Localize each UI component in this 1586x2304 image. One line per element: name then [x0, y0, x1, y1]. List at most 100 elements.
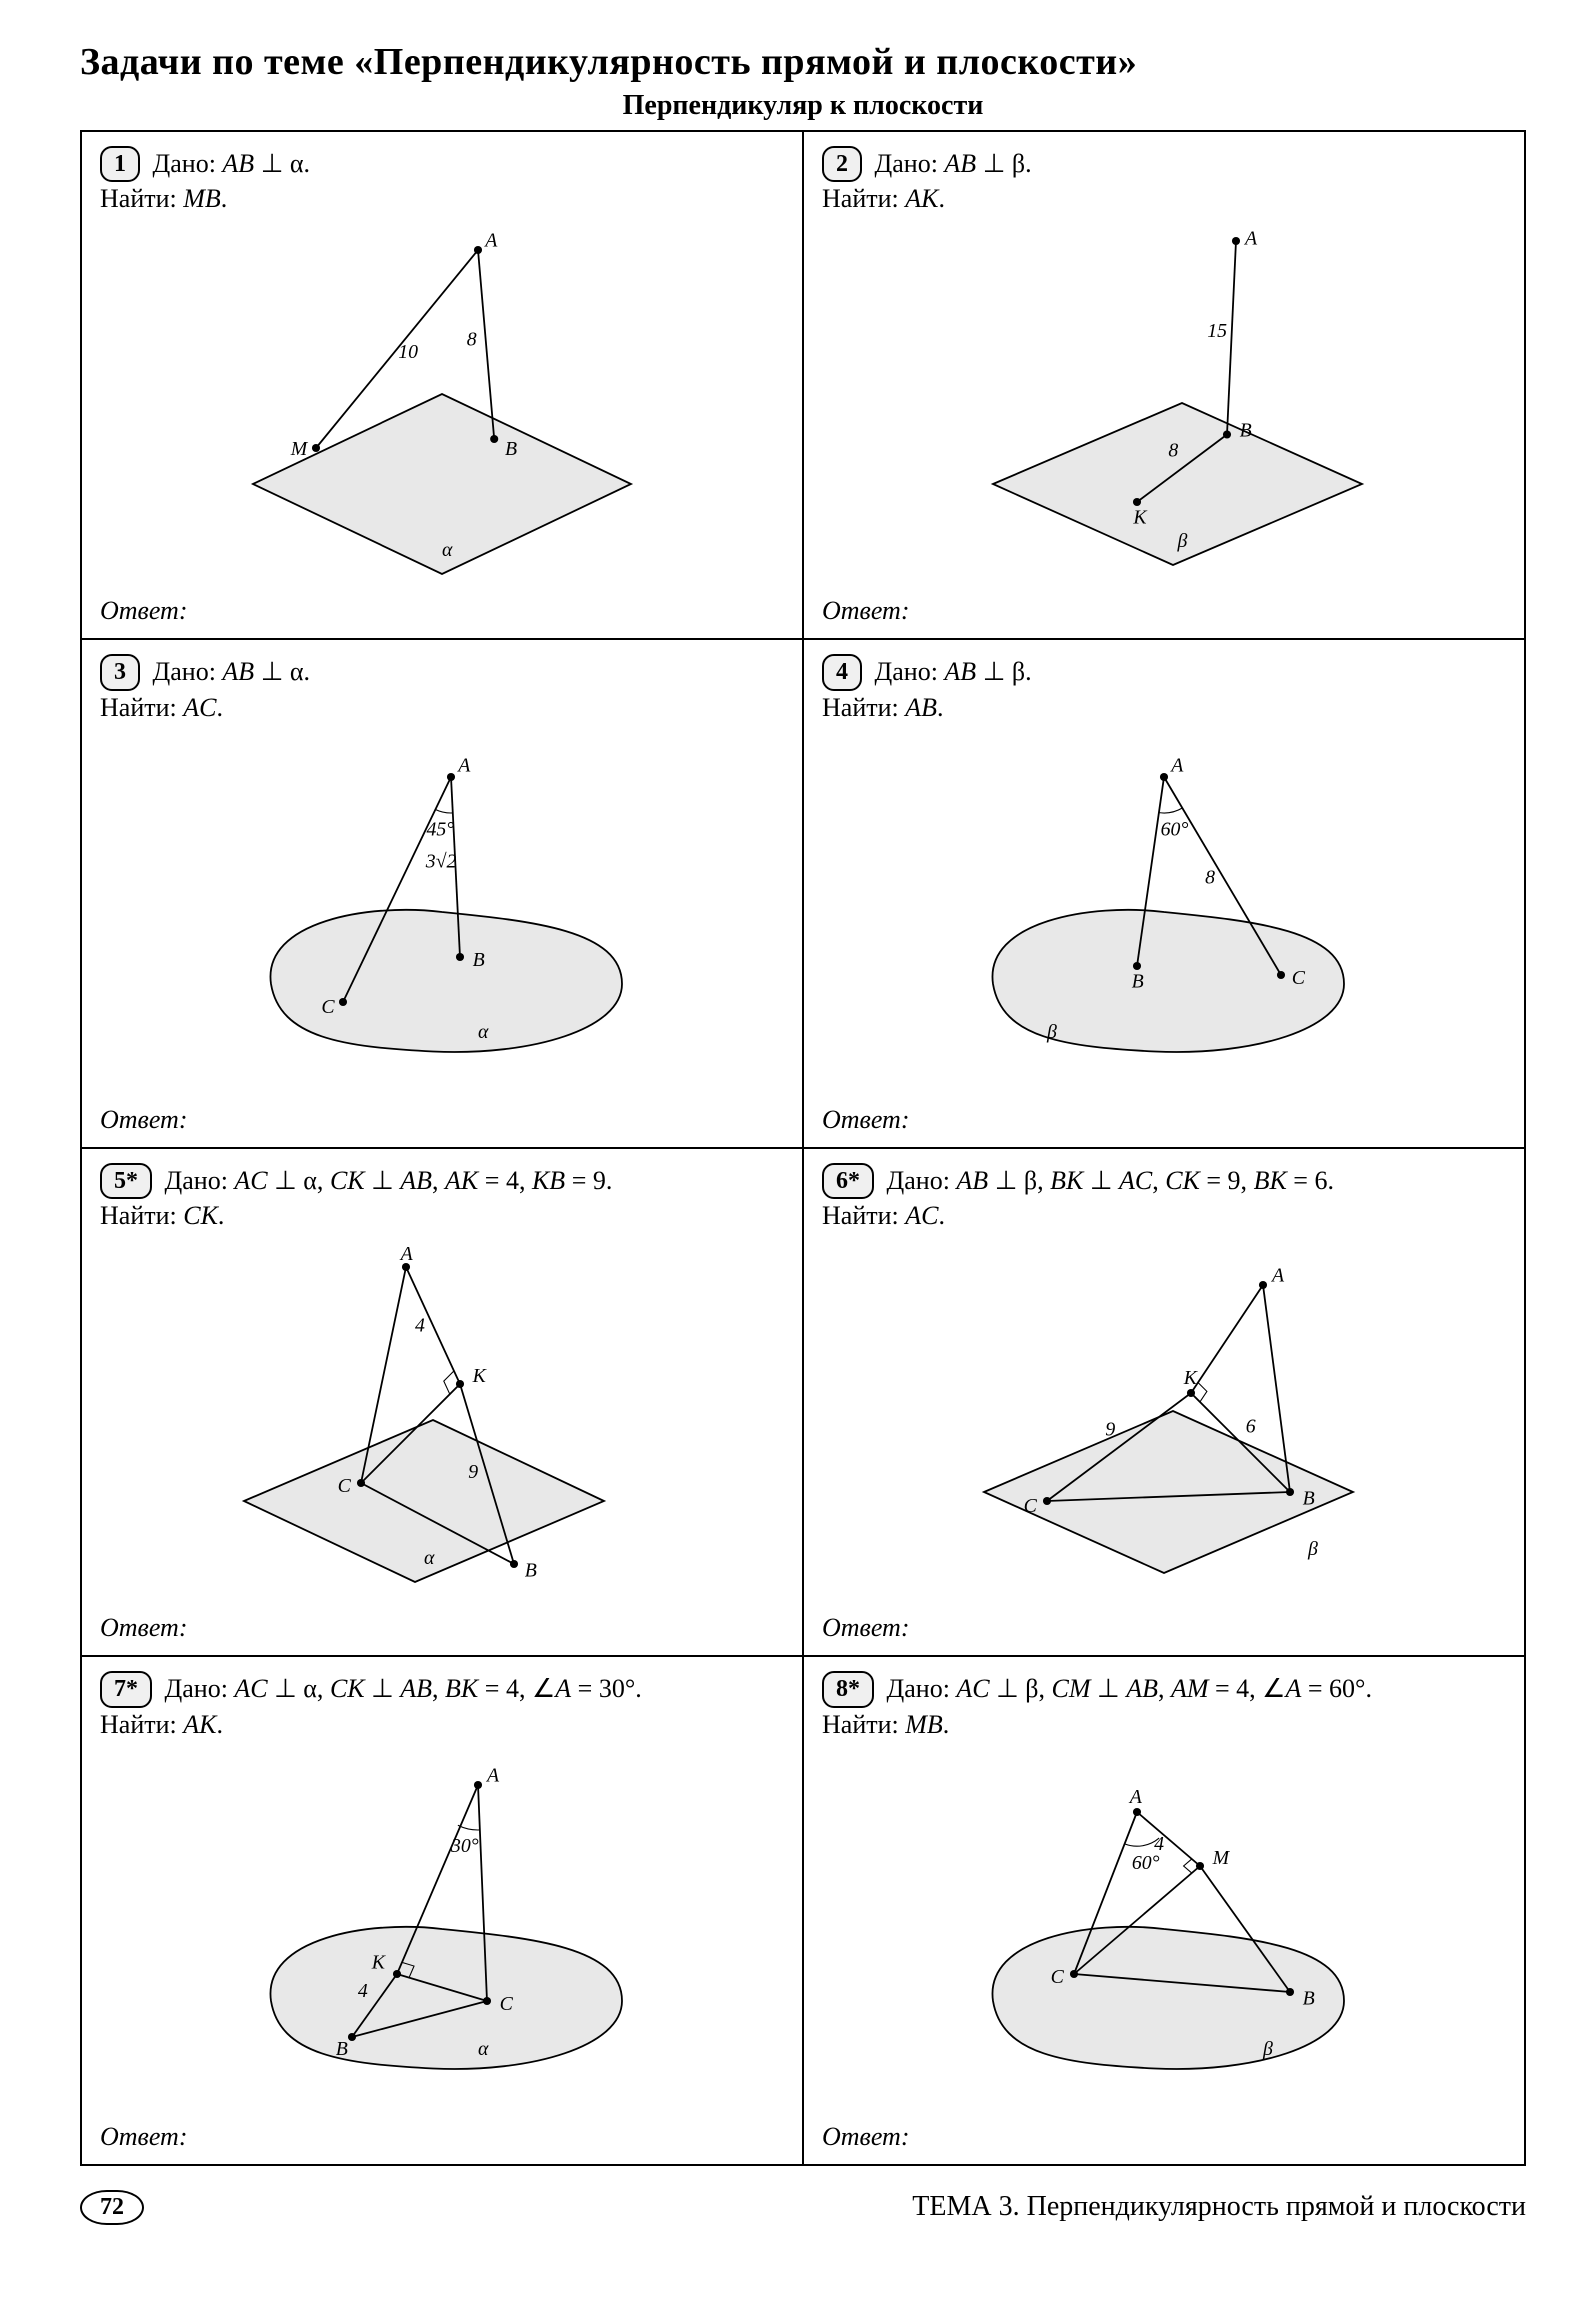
svg-text:6: 6: [1246, 1415, 1256, 1437]
task-cell: 4 Дано: AB ⊥ β. Найти: AB. β 8 60° A B C Отве…: [804, 640, 1526, 1148]
task-diagram: α430°AKCB: [100, 1740, 784, 2118]
task-find: Найти: MB.: [100, 184, 784, 214]
task-cell: 7* Дано: AC ⊥ α, CK ⊥ AB, BK = 4, ∠A = 3…: [82, 1657, 804, 2165]
task-given: 5* Дано: AC ⊥ α, CK ⊥ AB, AK = 4, KB = 9…: [100, 1163, 784, 1199]
svg-text:B: B: [1132, 970, 1144, 992]
svg-text:A: A: [483, 230, 498, 252]
svg-text:M: M: [290, 439, 309, 461]
task-diagram: β 9 6 A K B C: [822, 1231, 1506, 1609]
page-title: Задачи по теме «Перпендикулярность прямо…: [80, 40, 1526, 84]
svg-text:M: M: [1212, 1847, 1231, 1869]
task-given: 1 Дано: AB ⊥ α.: [100, 146, 784, 182]
page-subtitle: Перпендикуляр к плоскости: [80, 90, 1526, 122]
svg-text:α: α: [442, 539, 453, 561]
svg-text:B: B: [505, 439, 517, 461]
svg-text:60°: 60°: [1161, 818, 1189, 840]
task-answer-label: Ответ:: [822, 1613, 1506, 1643]
task-diagram: α 3√2 45° A B C: [100, 723, 784, 1101]
svg-text:B: B: [1303, 1488, 1315, 1510]
task-cell: 3 Дано: AB ⊥ α. Найти: AC. α 3√2 45° A B C От…: [82, 640, 804, 1148]
svg-text:C: C: [1051, 1966, 1065, 1988]
task-find: Найти: MB.: [822, 1710, 1506, 1740]
svg-text:8: 8: [1168, 440, 1178, 462]
svg-text:B: B: [473, 949, 485, 971]
svg-text:α: α: [478, 2038, 489, 2060]
task-number-badge: 8*: [822, 1671, 874, 1707]
svg-text:B: B: [1303, 1987, 1315, 2009]
task-number-badge: 6*: [822, 1163, 874, 1199]
task-find: Найти: AK.: [100, 1710, 784, 1740]
svg-text:K: K: [1132, 507, 1148, 529]
task-cell: 2 Дано: AB ⊥ β. Найти: AK. β 15 8 A B K Ответ…: [804, 132, 1526, 640]
task-answer-label: Ответ:: [100, 1613, 784, 1643]
svg-text:A: A: [399, 1243, 414, 1265]
svg-text:4: 4: [358, 1980, 368, 2002]
task-diagram: α 4 9 A K C B: [100, 1231, 784, 1609]
svg-text:30°: 30°: [450, 1835, 479, 1857]
svg-text:9: 9: [468, 1461, 478, 1483]
page-number: 72: [80, 2190, 144, 2225]
task-given: 6* Дано: AB ⊥ β, BK ⊥ AC, CK = 9, BK = 6…: [822, 1163, 1506, 1199]
svg-text:β: β: [1307, 1538, 1318, 1560]
svg-text:A: A: [1270, 1265, 1285, 1287]
svg-text:β: β: [1262, 2038, 1273, 2060]
svg-text:45°: 45°: [426, 818, 454, 840]
task-diagram: β 15 8 A B K: [822, 214, 1506, 592]
svg-text:A: A: [456, 754, 471, 776]
task-answer-label: Ответ:: [822, 596, 1506, 626]
svg-text:B: B: [525, 1560, 537, 1582]
svg-text:C: C: [500, 1993, 514, 2015]
svg-text:β: β: [1177, 530, 1188, 552]
task-answer-label: Ответ:: [100, 2122, 784, 2152]
task-diagram: β 8 60° A B C: [822, 723, 1506, 1101]
task-cell: 1 Дано: AB ⊥ α. Найти: MB. α108ABM Ответ…: [82, 132, 804, 640]
svg-text:10: 10: [398, 342, 418, 364]
task-cell: 6* Дано: AB ⊥ β, BK ⊥ AC, CK = 9, BK = 6…: [804, 1149, 1526, 1657]
svg-text:8: 8: [467, 329, 477, 351]
task-find: Найти: AK.: [822, 184, 1506, 214]
task-answer-label: Ответ:: [100, 1105, 784, 1135]
task-find: Найти: AB.: [822, 693, 1506, 723]
svg-text:α: α: [424, 1547, 435, 1569]
svg-text:C: C: [338, 1475, 352, 1497]
svg-text:β: β: [1046, 1021, 1057, 1043]
task-number-badge: 5*: [100, 1163, 152, 1199]
task-given: 8* Дано: AC ⊥ β, CM ⊥ AB, AM = 4, ∠A = 6…: [822, 1671, 1506, 1707]
svg-text:9: 9: [1105, 1419, 1115, 1441]
task-given: 7* Дано: AC ⊥ α, CK ⊥ AB, BK = 4, ∠A = 3…: [100, 1671, 784, 1707]
task-given: 3 Дано: AB ⊥ α.: [100, 654, 784, 690]
task-answer-label: Ответ:: [822, 2122, 1506, 2152]
task-grid: 1 Дано: AB ⊥ α. Найти: MB. α 10 8 A B M Ответ…: [80, 130, 1526, 2166]
svg-text:K: K: [1183, 1367, 1199, 1389]
svg-text:A: A: [1243, 228, 1258, 250]
task-number-badge: 7*: [100, 1671, 152, 1707]
task-cell: 5* Дано: AC ⊥ α, CK ⊥ AB, AK = 4, KB = 9…: [82, 1149, 804, 1657]
task-answer-label: Ответ:: [822, 1105, 1506, 1135]
svg-text:C: C: [321, 996, 335, 1018]
task-number-badge: 2: [822, 146, 862, 182]
page-footer: 72 ТЕМА 3. Перпендикулярность прямой и п…: [80, 2190, 1526, 2225]
task-number-badge: 1: [100, 146, 140, 182]
svg-text:15: 15: [1207, 320, 1227, 342]
svg-text:α: α: [478, 1021, 489, 1043]
svg-text:B: B: [1240, 420, 1252, 442]
svg-text:C: C: [1292, 967, 1306, 989]
svg-text:4: 4: [415, 1315, 425, 1337]
svg-text:A: A: [1128, 1786, 1143, 1808]
task-given: 2 Дано: AB ⊥ β.: [822, 146, 1506, 182]
task-number-badge: 3: [100, 654, 140, 690]
svg-text:8: 8: [1205, 866, 1215, 888]
task-cell: 8* Дано: AC ⊥ β, CM ⊥ AB, AM = 4, ∠A = 6…: [804, 1657, 1526, 2165]
task-find: Найти: AC.: [822, 1201, 1506, 1231]
svg-text:K: K: [472, 1365, 488, 1387]
task-diagram: α 10 8 A B M: [100, 214, 784, 592]
svg-text:B: B: [336, 2038, 348, 2060]
task-given: 4 Дано: AB ⊥ β.: [822, 654, 1506, 690]
svg-text:60°: 60°: [1132, 1851, 1160, 1873]
task-find: Найти: CK.: [100, 1201, 784, 1231]
svg-text:A: A: [1169, 754, 1184, 776]
svg-text:3√2: 3√2: [425, 851, 457, 873]
svg-text:C: C: [1024, 1495, 1038, 1517]
task-find: Найти: AC.: [100, 693, 784, 723]
footer-text: ТЕМА 3. Перпендикулярность прямой и плос…: [912, 2191, 1526, 2223]
